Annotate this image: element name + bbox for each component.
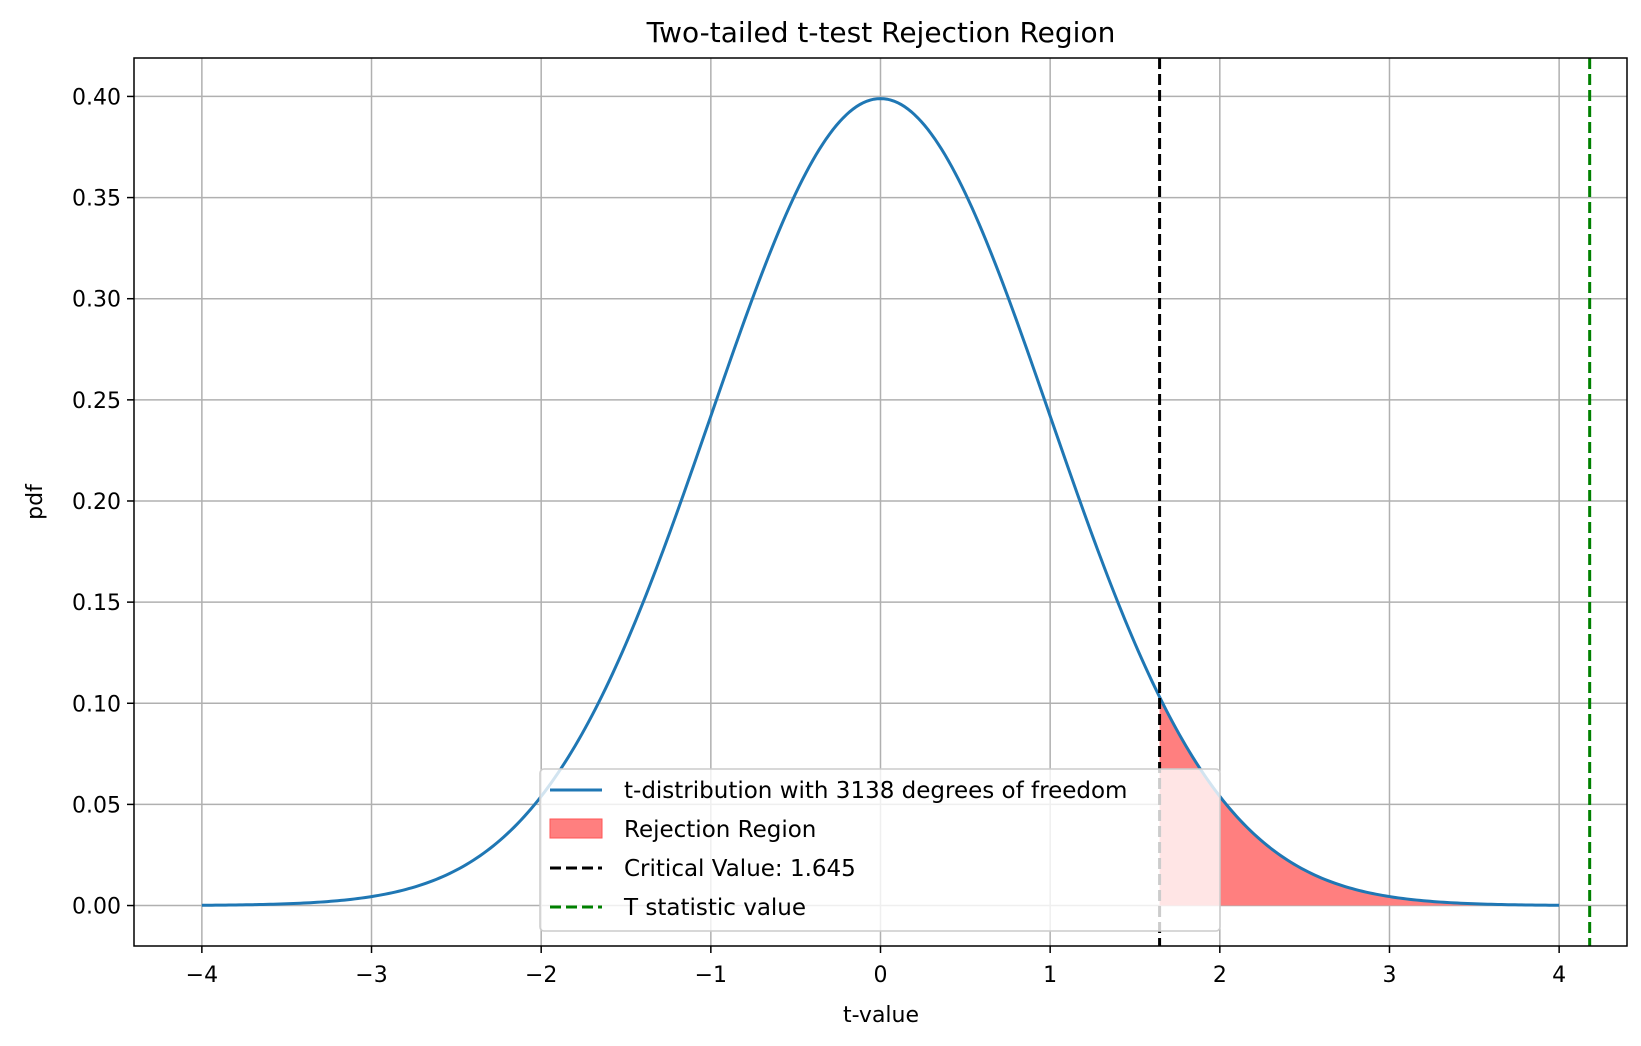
legend-swatch-rejection xyxy=(549,818,603,839)
t-distribution-curve xyxy=(201,97,1560,907)
x-tick-label: 1 xyxy=(1043,963,1057,988)
legend-label-distribution: t-distribution with 3138 degrees of free… xyxy=(624,778,1127,804)
x-tick-label: 2 xyxy=(1213,963,1227,988)
y-axis-label: pdf xyxy=(23,483,48,520)
y-tick-label: 0.25 xyxy=(72,389,121,414)
x-axis-ticks: −4 −3 −2 −1 0 1 2 3 4 xyxy=(186,946,1566,988)
x-tick-label: 4 xyxy=(1552,963,1566,988)
x-tick-label: −1 xyxy=(695,963,727,988)
x-axis-label: t-value xyxy=(843,1003,919,1028)
x-tick-label: −3 xyxy=(355,963,387,988)
y-tick-label: 0.40 xyxy=(72,85,121,110)
x-tick-label: −4 xyxy=(186,963,218,988)
rejection-region-area xyxy=(1159,696,1560,906)
y-tick-label: 0.10 xyxy=(72,692,121,717)
y-tick-label: 0.05 xyxy=(72,793,121,818)
y-tick-label: 0.30 xyxy=(72,288,121,313)
x-tick-label: −2 xyxy=(525,963,557,988)
chart-title: Two-tailed t-test Rejection Region xyxy=(646,16,1116,49)
y-axis-ticks: 0.00 0.05 0.10 0.15 0.20 0.25 0.30 0.35 0.40 xyxy=(72,85,134,920)
y-tick-label: 0.35 xyxy=(72,187,121,212)
y-tick-label: 0.15 xyxy=(72,591,121,616)
x-tick-label: 3 xyxy=(1382,963,1396,988)
legend-label-critical: Critical Value: 1.645 xyxy=(624,856,856,882)
y-tick-label: 0.20 xyxy=(72,490,121,515)
legend-label-tstat: T statistic value xyxy=(623,895,806,921)
legend: t-distribution with 3138 degrees of free… xyxy=(539,768,1221,932)
legend-label-rejection: Rejection Region xyxy=(624,817,816,843)
x-tick-label: 0 xyxy=(874,963,888,988)
y-tick-label: 0.00 xyxy=(72,895,121,920)
legend-box xyxy=(539,768,1221,932)
